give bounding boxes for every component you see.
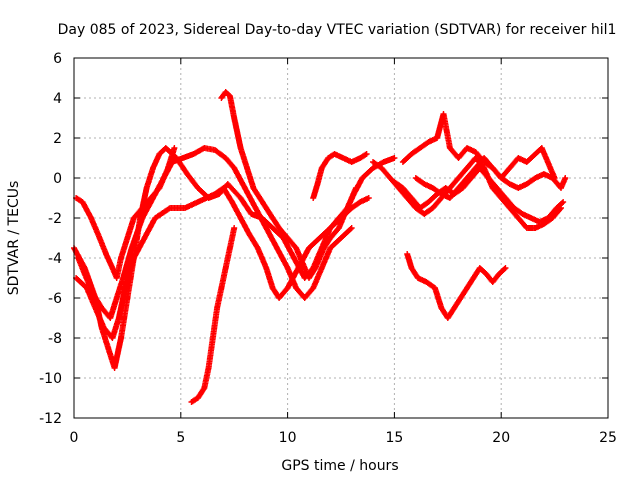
x-tick-label: 5 xyxy=(176,430,185,446)
series-track-5 xyxy=(188,225,238,405)
data-markers xyxy=(188,225,238,405)
series-track-12 xyxy=(404,251,509,321)
data-markers xyxy=(75,145,355,321)
y-tick-label: -10 xyxy=(39,371,62,387)
y-tick-label: -6 xyxy=(48,291,62,307)
data-markers xyxy=(310,151,370,201)
series-track-3 xyxy=(73,185,372,341)
chart-title: Day 085 of 2023, Sidereal Day-to-day VTE… xyxy=(58,22,617,38)
y-tick-label: -4 xyxy=(48,251,62,267)
y-tick-label: 6 xyxy=(53,51,62,67)
x-tick-label: 25 xyxy=(599,430,617,446)
data-markers xyxy=(73,185,372,341)
x-tick-label: 20 xyxy=(492,430,510,446)
y-tick-label: -12 xyxy=(39,411,62,427)
plot-frame xyxy=(73,57,609,419)
series-track-11 xyxy=(412,155,569,201)
data-markers xyxy=(218,89,359,281)
x-tick-label: 15 xyxy=(385,430,403,446)
series-track-4 xyxy=(75,145,355,321)
x-axis-label: GPS time / hours xyxy=(281,458,398,474)
data-series xyxy=(71,89,569,405)
y-tick-label: 0 xyxy=(53,171,62,187)
y-tick-label: 2 xyxy=(53,131,62,147)
x-tick-label: 0 xyxy=(70,430,79,446)
series-track-7 xyxy=(310,151,370,201)
data-markers xyxy=(412,155,569,201)
y-tick-label: 4 xyxy=(53,91,62,107)
data-markers xyxy=(404,251,509,321)
y-tick-label: -2 xyxy=(48,211,62,227)
series-track-6 xyxy=(218,89,359,281)
y-tick-label: -8 xyxy=(48,331,62,347)
y-axis-label: SDTVAR / TECUs xyxy=(6,181,22,296)
x-tick-label: 10 xyxy=(279,430,297,446)
